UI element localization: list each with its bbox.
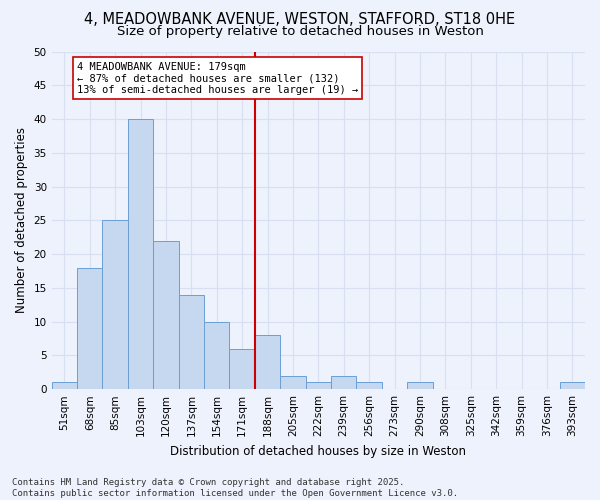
Bar (280, 376, 305, 389)
Bar (77, 268, 103, 389)
Text: 4, MEADOWBANK AVENUE, WESTON, STAFFORD, ST18 0HE: 4, MEADOWBANK AVENUE, WESTON, STAFFORD, … (85, 12, 515, 28)
Text: Contains HM Land Registry data © Crown copyright and database right 2025.
Contai: Contains HM Land Registry data © Crown c… (12, 478, 458, 498)
Bar (52, 382, 77, 389)
Text: Size of property relative to detached houses in Weston: Size of property relative to detached ho… (116, 25, 484, 38)
Bar (305, 382, 331, 389)
Bar (179, 294, 204, 389)
Bar (229, 348, 255, 389)
Bar (128, 119, 153, 389)
X-axis label: Distribution of detached houses by size in Weston: Distribution of detached houses by size … (170, 444, 466, 458)
Text: 4 MEADOWBANK AVENUE: 179sqm
← 87% of detached houses are smaller (132)
13% of se: 4 MEADOWBANK AVENUE: 179sqm ← 87% of det… (77, 62, 358, 95)
Bar (153, 240, 179, 389)
Bar (331, 376, 356, 389)
Bar (356, 382, 382, 389)
Bar (560, 382, 585, 389)
Bar (204, 322, 229, 389)
Bar (407, 382, 433, 389)
Bar (103, 220, 128, 389)
Y-axis label: Number of detached properties: Number of detached properties (15, 128, 28, 314)
Bar (255, 335, 280, 389)
